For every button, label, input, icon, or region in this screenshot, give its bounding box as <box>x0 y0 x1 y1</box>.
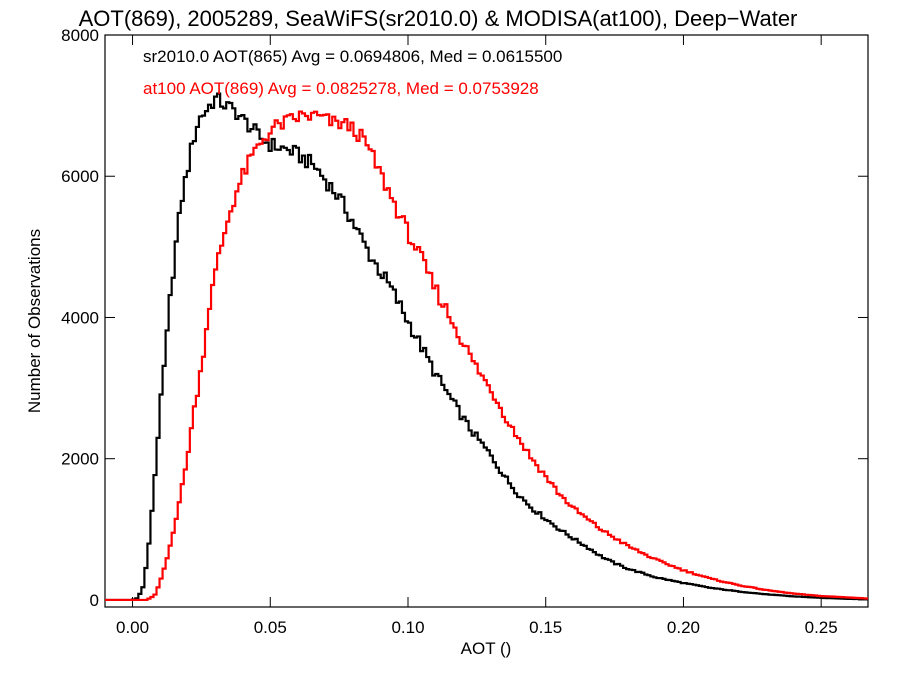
y-axis-label: Number of Observations <box>25 229 44 413</box>
y-tick-label: 4000 <box>61 308 99 327</box>
series-layer <box>105 92 868 602</box>
x-tick-label: 0.00 <box>116 618 149 637</box>
plot-frame <box>104 34 869 608</box>
chart-title: AOT(869), 2005289, SeaWiFS(sr2010.0) & M… <box>79 6 798 31</box>
y-tick-label: 8000 <box>61 26 99 45</box>
x-tick-label: 0.20 <box>667 618 700 637</box>
y-axis-ticks: 0 2000 4000 6000 8000 <box>61 26 868 610</box>
y-tick-label: 0 <box>90 591 99 610</box>
x-tick-label: 0.05 <box>254 618 287 637</box>
series-at100-histogram <box>105 110 868 602</box>
x-axis-ticks: 0.00 0.05 0.10 0.15 0.20 0.25 <box>116 35 838 637</box>
annotation-sr2010: sr2010.0 AOT(865) Avg = 0.0694806, Med =… <box>143 47 562 66</box>
x-axis-label: AOT () <box>461 639 512 658</box>
series-sr2010-histogram <box>105 92 868 602</box>
y-tick-label: 6000 <box>61 167 99 186</box>
x-tick-label: 0.25 <box>805 618 838 637</box>
x-tick-label: 0.10 <box>391 618 424 637</box>
x-tick-label: 0.15 <box>529 618 562 637</box>
y-tick-label: 2000 <box>61 450 99 469</box>
annotation-at100: at100 AOT(869) Avg = 0.0825278, Med = 0.… <box>143 79 539 98</box>
